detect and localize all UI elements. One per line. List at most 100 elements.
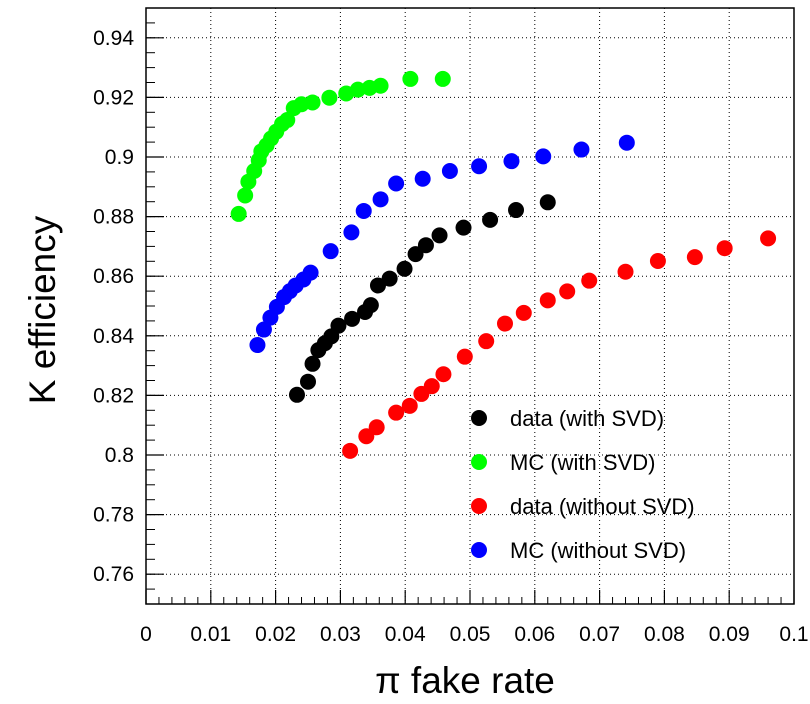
legend-label: data (without SVD) bbox=[510, 494, 695, 519]
data-points bbox=[230, 70, 777, 459]
data-point bbox=[496, 315, 513, 332]
data-point bbox=[279, 112, 296, 129]
legend-marker bbox=[471, 498, 487, 514]
data-point bbox=[230, 205, 247, 222]
x-tick-label: 0.03 bbox=[320, 623, 361, 646]
data-point bbox=[255, 321, 272, 338]
data-point bbox=[343, 224, 360, 241]
data-point bbox=[407, 246, 424, 263]
legend-marker bbox=[471, 454, 487, 470]
data-point bbox=[478, 333, 495, 350]
data-point bbox=[431, 227, 448, 244]
data-point bbox=[372, 191, 389, 208]
data-point bbox=[455, 219, 472, 236]
x-tick-label: 0.04 bbox=[385, 623, 426, 646]
data-point bbox=[388, 404, 405, 421]
data-point bbox=[535, 148, 552, 165]
data-point bbox=[372, 77, 389, 94]
legend-marker bbox=[471, 410, 487, 426]
data-point bbox=[471, 158, 488, 175]
data-point bbox=[414, 170, 431, 187]
data-point bbox=[237, 187, 254, 204]
x-tick-label: 0.08 bbox=[644, 623, 685, 646]
data-point bbox=[573, 141, 590, 158]
y-axis-title: K efficiency bbox=[22, 215, 63, 404]
data-point bbox=[381, 270, 398, 287]
series-2 bbox=[230, 70, 451, 222]
y-tick-label: 0.8 bbox=[105, 444, 134, 467]
data-point bbox=[300, 373, 316, 390]
data-point bbox=[288, 386, 305, 403]
data-point bbox=[441, 163, 458, 180]
data-point bbox=[423, 378, 440, 395]
data-point bbox=[249, 337, 266, 354]
legend-label: data (with SVD) bbox=[510, 406, 664, 431]
data-point bbox=[539, 194, 556, 211]
y-tick-label: 0.84 bbox=[93, 325, 134, 348]
data-point bbox=[435, 366, 452, 383]
data-point bbox=[344, 310, 361, 327]
axis-ticks bbox=[145, 7, 795, 605]
y-tick-label: 0.94 bbox=[93, 27, 134, 50]
data-point bbox=[686, 249, 703, 266]
data-point bbox=[358, 428, 375, 445]
data-point bbox=[559, 283, 576, 300]
legend-label: MC (without SVD) bbox=[510, 538, 686, 563]
data-point bbox=[369, 277, 386, 294]
data-point bbox=[362, 297, 379, 314]
data-point bbox=[388, 175, 405, 192]
legend: data (with SVD) MC (with SVD) data (withou… bbox=[471, 406, 695, 563]
data-point bbox=[322, 243, 339, 260]
series-1 bbox=[288, 194, 556, 403]
data-point bbox=[396, 260, 413, 277]
data-point bbox=[482, 211, 499, 228]
data-point bbox=[417, 237, 434, 254]
y-tick-labels: 0.76 0.78 0.8 0.82 0.84 0.86 0.88 0.9 0.92 0.94 bbox=[93, 27, 134, 586]
y-tick-label: 0.82 bbox=[93, 384, 134, 407]
data-point bbox=[716, 240, 733, 257]
data-point bbox=[508, 202, 525, 219]
data-point bbox=[368, 419, 385, 436]
y-tick-label: 0.9 bbox=[105, 146, 134, 169]
data-point bbox=[617, 263, 634, 280]
y-tick-label: 0.88 bbox=[93, 206, 134, 229]
x-tick-label: 0.07 bbox=[579, 623, 620, 646]
x-tick-label: 0 bbox=[140, 623, 152, 646]
data-point bbox=[760, 230, 777, 247]
data-point bbox=[330, 317, 347, 334]
data-point bbox=[649, 253, 666, 270]
series-3 bbox=[342, 230, 777, 459]
y-tick-label: 0.78 bbox=[93, 504, 134, 527]
data-point bbox=[618, 134, 635, 151]
data-point bbox=[503, 153, 520, 170]
y-tick-label: 0.76 bbox=[93, 563, 134, 586]
legend-label: MC (with SVD) bbox=[510, 450, 655, 475]
legend-marker bbox=[471, 542, 487, 558]
data-point bbox=[456, 348, 473, 365]
data-point bbox=[342, 442, 359, 459]
x-tick-label: 0.06 bbox=[514, 623, 555, 646]
x-tick-labels: 0 0.01 0.02 0.03 0.04 0.05 0.06 0.07 0.08 0.09 0.1 bbox=[140, 623, 808, 646]
grid bbox=[146, 8, 794, 604]
x-tick-label: 0.05 bbox=[450, 623, 491, 646]
data-point bbox=[304, 94, 321, 111]
y-tick-label: 0.86 bbox=[93, 265, 134, 288]
y-tick-label: 0.92 bbox=[93, 86, 134, 109]
x-tick-label: 0.02 bbox=[255, 623, 296, 646]
x-tick-label: 0.01 bbox=[190, 623, 231, 646]
data-point bbox=[304, 355, 321, 372]
data-point bbox=[321, 89, 338, 106]
data-point bbox=[401, 397, 418, 414]
data-point bbox=[402, 70, 419, 87]
data-point bbox=[515, 304, 532, 321]
x-axis-title: π fake rate bbox=[375, 660, 555, 701]
data-point bbox=[355, 202, 372, 219]
data-point bbox=[581, 272, 598, 289]
series-4 bbox=[249, 134, 635, 354]
data-point bbox=[539, 292, 556, 309]
data-point bbox=[302, 264, 319, 281]
data-point bbox=[434, 70, 451, 87]
x-tick-label: 0.09 bbox=[709, 623, 750, 646]
x-tick-label: 0.1 bbox=[779, 623, 808, 646]
